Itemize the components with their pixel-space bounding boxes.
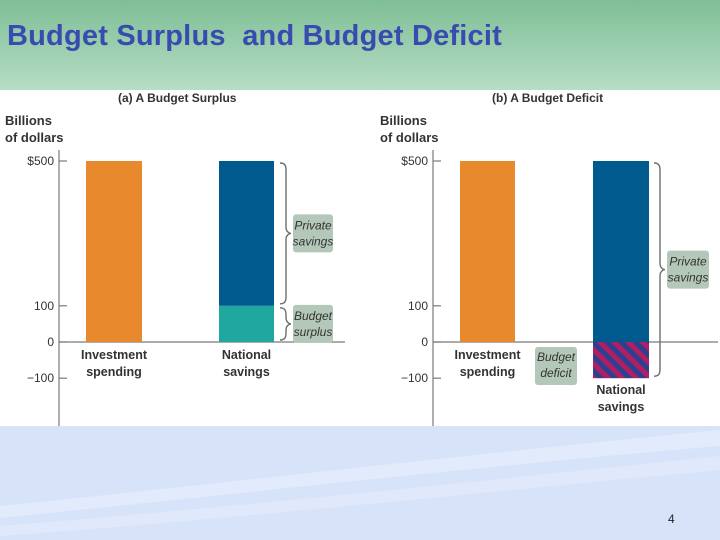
chart-title: (a) A Budget Surplus <box>118 91 237 105</box>
bar-private-savings <box>219 161 274 306</box>
chart-budget-surplus: (a) A Budget Surplus Billions of dollars $5… <box>5 91 345 426</box>
annotation-brace <box>279 307 292 341</box>
bar-private-savings <box>593 161 649 342</box>
y-tick-label: 100 <box>34 299 54 313</box>
slide-footer <box>0 426 720 540</box>
y-axis-label: Billions of dollars <box>5 113 64 145</box>
footer-swoosh <box>0 430 720 536</box>
annotation-box <box>293 304 333 343</box>
category-label: Investment spending <box>455 348 522 379</box>
y-tick-label: $500 <box>401 154 428 168</box>
annotation-box <box>293 214 333 253</box>
annotation-label: Private savings <box>293 218 334 248</box>
slide-title: Budget Surplus and Budget Deficit <box>7 20 502 52</box>
annotation-box <box>535 347 577 385</box>
page-number: 4 <box>668 512 675 526</box>
y-tick-label: −100 <box>27 371 54 385</box>
category-label: National savings <box>222 348 271 379</box>
bar-investment <box>86 161 142 342</box>
slide-header <box>0 0 720 90</box>
category-label: Investment spending <box>81 348 148 379</box>
category-label: National savings <box>596 383 645 414</box>
annotation-brace <box>653 162 666 377</box>
chart-budget-deficit: (b) A Budget Deficit Billions of dollars $5… <box>380 91 718 426</box>
y-tick-label: $500 <box>27 154 54 168</box>
bar-budget-deficit <box>593 342 649 379</box>
chart-title: (b) A Budget Deficit <box>492 91 603 105</box>
y-tick-label: 0 <box>421 335 428 349</box>
bar-investment <box>460 161 515 342</box>
bar-budget-surplus <box>219 305 274 342</box>
annotation-box <box>667 250 709 289</box>
annotation-label: Budget surplus <box>294 309 333 339</box>
y-tick-label: 100 <box>408 299 428 313</box>
y-tick-label: −100 <box>401 371 428 385</box>
annotation-label: Private savings <box>668 255 709 285</box>
y-axis-label: Billions of dollars <box>380 113 439 145</box>
annotation-brace <box>279 162 292 305</box>
y-tick-label: 0 <box>47 335 54 349</box>
annotation-label: Budget deficit <box>537 350 576 380</box>
